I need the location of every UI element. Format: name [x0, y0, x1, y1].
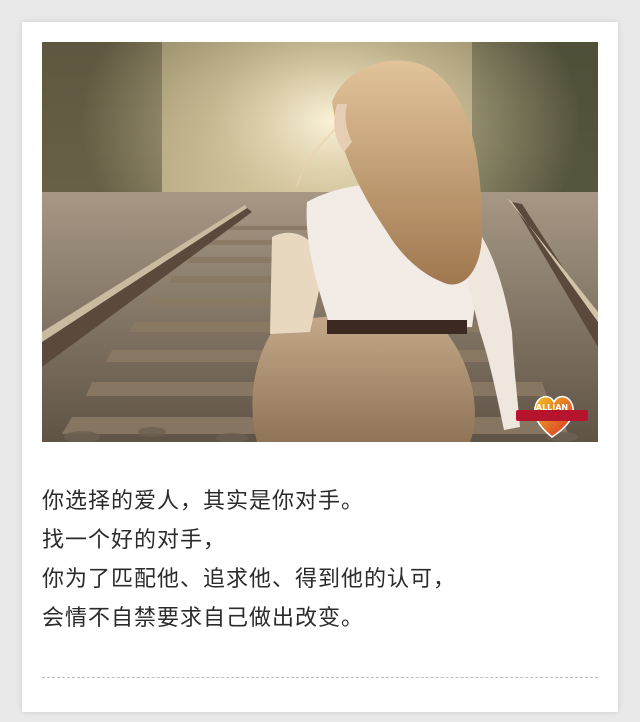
poem-line-1: 你选择的爱人，其实是你对手。 [42, 489, 365, 514]
dashed-divider [42, 677, 598, 678]
poem-text: 你选择的爱人，其实是你对手。 找一个好的对手， 你为了匹配他、追求他、得到他的认… [42, 482, 582, 638]
post-card: ALLIAN 你选择的爱人，其实是你对手。 找一个好的对手， 你为了匹配他、追求… [22, 22, 618, 712]
poem-line-3: 你为了匹配他、追求他、得到他的认可， [42, 567, 457, 592]
poem-line-4: 会情不自禁要求自己做出改变。 [42, 606, 365, 631]
photo-illustration: ALLIAN [42, 42, 598, 442]
poem-line-2: 找一个好的对手， [42, 528, 227, 553]
photo-girl-on-railway: ALLIAN [42, 42, 598, 442]
heart-logo-icon [516, 395, 588, 438]
logo-watermark-text: ALLIAN [536, 403, 568, 412]
